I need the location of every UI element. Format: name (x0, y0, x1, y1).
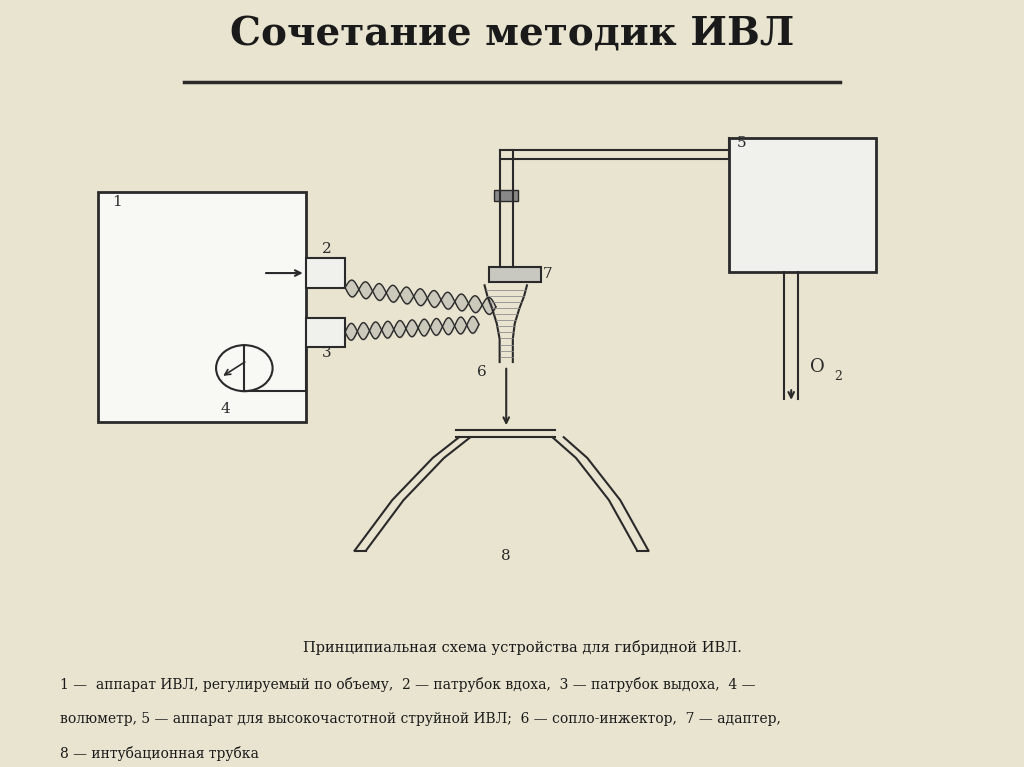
Bar (489, 267, 541, 282)
Text: 4: 4 (220, 402, 230, 416)
Text: 1 —  аппарат ИВЛ, регулируемый по объему,  2 — патрубок вдоха,  3 — патрубок выд: 1 — аппарат ИВЛ, регулируемый по объему,… (60, 677, 756, 693)
Text: 7: 7 (543, 267, 553, 281)
Bar (98, 192, 305, 422)
Text: 2: 2 (322, 242, 332, 256)
Text: Принципиальная схема устройства для гибридной ИВЛ.: Принципиальная схема устройства для гибр… (303, 640, 741, 655)
Bar (305, 258, 345, 288)
Circle shape (216, 345, 272, 391)
Text: 3: 3 (322, 346, 331, 360)
Bar (729, 138, 876, 272)
Bar (305, 318, 345, 347)
Text: O: O (810, 358, 824, 376)
Text: Сочетание методик ИВЛ: Сочетание методик ИВЛ (229, 16, 795, 54)
Text: 6: 6 (477, 365, 486, 379)
Text: 5: 5 (737, 137, 746, 150)
Text: 8 — интубационная трубка: 8 — интубационная трубка (60, 746, 259, 762)
Text: 8: 8 (502, 549, 511, 563)
Text: 2: 2 (835, 370, 842, 383)
Text: волюметр, 5 — аппарат для высокочастотной струйной ИВЛ;  6 — сопло-инжектор,  7 : волюметр, 5 — аппарат для высокочастотно… (60, 712, 781, 726)
Bar (494, 190, 518, 201)
Text: 1: 1 (113, 195, 122, 209)
